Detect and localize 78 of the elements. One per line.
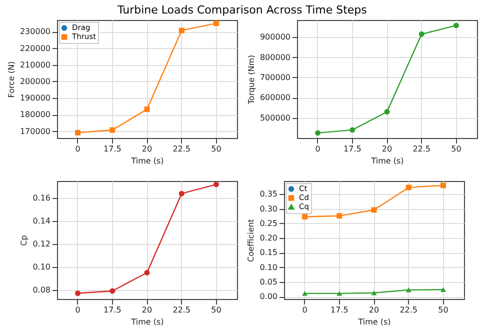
x-tick-label: 17.5 bbox=[103, 306, 122, 314]
x-tick-label: 20 bbox=[382, 144, 392, 154]
x-axis-title: Time (s) bbox=[130, 156, 164, 166]
x-tick-label: 17.5 bbox=[103, 144, 122, 154]
x-tick-label: 50 bbox=[438, 306, 448, 314]
y-tick-label: 0.25 bbox=[260, 218, 278, 228]
y-tick-label: 0.20 bbox=[260, 234, 278, 243]
point bbox=[302, 214, 308, 220]
x-tick-label: 17.5 bbox=[330, 306, 348, 314]
y-tick-label: 900000 bbox=[260, 32, 290, 42]
y-tick-label: 170000 bbox=[20, 126, 50, 136]
point bbox=[336, 213, 342, 219]
x-tick-label: 0 bbox=[315, 144, 320, 154]
y-tick-label: 0.10 bbox=[32, 262, 50, 272]
point bbox=[144, 270, 150, 276]
y-tick-label: 210000 bbox=[20, 60, 50, 70]
x-tick-label: 50 bbox=[211, 306, 222, 314]
point bbox=[75, 130, 81, 136]
y-tick-label: 180000 bbox=[20, 110, 50, 120]
y-axis-title: Torque (Nm) bbox=[246, 54, 256, 106]
point bbox=[178, 190, 184, 196]
y-tick-label: 0.30 bbox=[260, 204, 278, 214]
point bbox=[440, 182, 446, 188]
y-tick-label: 230000 bbox=[20, 27, 50, 36]
y-tick-label: 190000 bbox=[20, 94, 50, 103]
y-tick-label: 0.05 bbox=[260, 278, 278, 287]
y-axis-title: Force (N) bbox=[6, 61, 16, 98]
y-tick-label: 0.10 bbox=[260, 262, 278, 272]
y-axis-title: Coefficient bbox=[246, 219, 256, 262]
point bbox=[350, 127, 356, 133]
y-tick-label: 0.35 bbox=[260, 190, 278, 199]
x-tick-label: 0 bbox=[75, 144, 80, 154]
point bbox=[371, 207, 377, 213]
x-tick-label: 20 bbox=[142, 144, 152, 154]
x-tick-label: 50 bbox=[451, 144, 462, 154]
point bbox=[144, 106, 150, 112]
point bbox=[453, 22, 459, 28]
point bbox=[75, 290, 81, 296]
x-tick-label: 17.5 bbox=[343, 144, 362, 154]
y-tick-label: 800000 bbox=[260, 52, 290, 62]
point bbox=[418, 31, 424, 37]
x-tick-label: 50 bbox=[211, 144, 222, 154]
y-tick-label: 700000 bbox=[260, 72, 290, 82]
y-tick-label: 500000 bbox=[260, 113, 290, 122]
y-tick-label: 0.00 bbox=[260, 292, 278, 302]
point bbox=[315, 130, 321, 136]
x-tick-label: 22.5 bbox=[172, 306, 191, 314]
point bbox=[213, 182, 219, 188]
x-tick-label: 20 bbox=[368, 306, 380, 314]
y-tick-label: 0.12 bbox=[32, 240, 50, 249]
chart-title: Turbine Loads Comparison Across Time Steps bbox=[116, 4, 368, 16]
x-tick-label: 22.5 bbox=[400, 306, 418, 314]
y-axis-title: Cp bbox=[20, 235, 29, 246]
x-axis-title: Time (s) bbox=[357, 318, 391, 326]
x-tick-label: 22.5 bbox=[412, 144, 431, 154]
x-tick-label: 22.5 bbox=[172, 144, 191, 154]
point bbox=[178, 28, 184, 34]
point bbox=[213, 20, 219, 26]
x-tick-label: 20 bbox=[142, 306, 152, 314]
point bbox=[110, 127, 116, 133]
y-tick-label: 600000 bbox=[260, 93, 290, 102]
y-tick-label: 220000 bbox=[20, 44, 50, 53]
point bbox=[336, 291, 342, 296]
x-axis-title: Time (s) bbox=[130, 318, 164, 326]
point bbox=[406, 288, 412, 292]
y-tick-label: 0.16 bbox=[32, 194, 50, 203]
point bbox=[110, 288, 116, 294]
x-tick-label: 0 bbox=[302, 306, 308, 314]
x-tick-label: 0 bbox=[75, 306, 80, 314]
y-tick-label: 0.15 bbox=[260, 248, 278, 258]
x-axis-title: Time (s) bbox=[370, 156, 404, 166]
y-tick-label: 200000 bbox=[20, 76, 50, 86]
point bbox=[302, 291, 308, 296]
point bbox=[384, 109, 390, 115]
y-tick-label: 0.08 bbox=[32, 285, 50, 294]
point bbox=[406, 184, 412, 190]
point bbox=[440, 287, 446, 292]
y-tick-label: 0.14 bbox=[32, 216, 50, 226]
